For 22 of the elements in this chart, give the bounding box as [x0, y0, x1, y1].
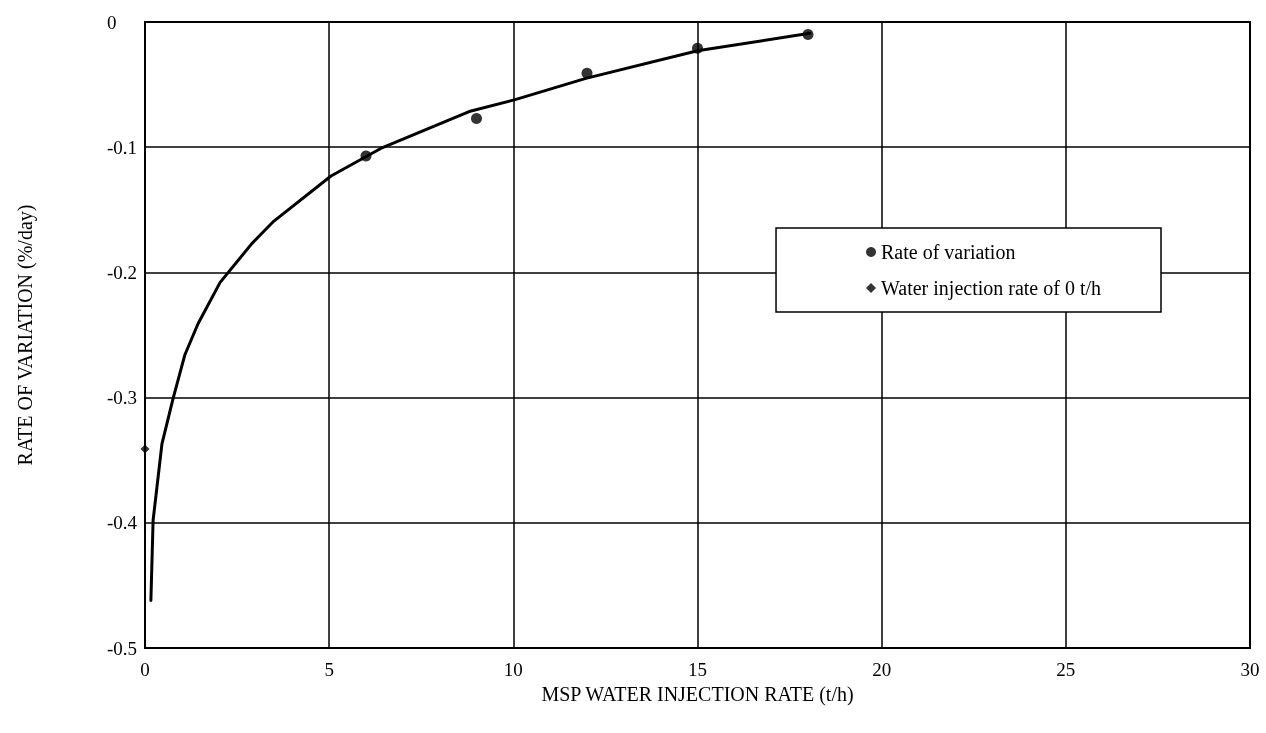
- point: [581, 67, 593, 79]
- y-tick-label: -0.2: [107, 261, 138, 283]
- y-tick-label: 0: [107, 11, 117, 33]
- y-tick-label: -0.3: [107, 387, 138, 409]
- x-tick-label: 5: [324, 659, 334, 680]
- y-tick-label: -0.5: [107, 637, 138, 659]
- y-tick-label: -0.4: [107, 512, 138, 534]
- point: [360, 150, 372, 162]
- x-axis-title: MSP WATER INJECTION RATE (t/h): [541, 682, 854, 706]
- y-tick-label: -0.1: [107, 136, 138, 158]
- legend-label: Water injection rate of 0 t/h: [881, 277, 1102, 300]
- y-axis-title: RATE OF VARIATION (%/day): [14, 204, 37, 466]
- point: [140, 444, 150, 454]
- point: [471, 112, 482, 124]
- x-tick-label: 25: [1056, 659, 1076, 680]
- x-tick-label: 20: [872, 659, 892, 680]
- point: [692, 42, 703, 54]
- x-tick-label: 15: [688, 659, 707, 680]
- x-tick-label: 10: [503, 659, 523, 680]
- point: [802, 29, 814, 41]
- legend-label: Rate of variation: [881, 241, 1016, 263]
- x-tick-label: 30: [1240, 659, 1260, 680]
